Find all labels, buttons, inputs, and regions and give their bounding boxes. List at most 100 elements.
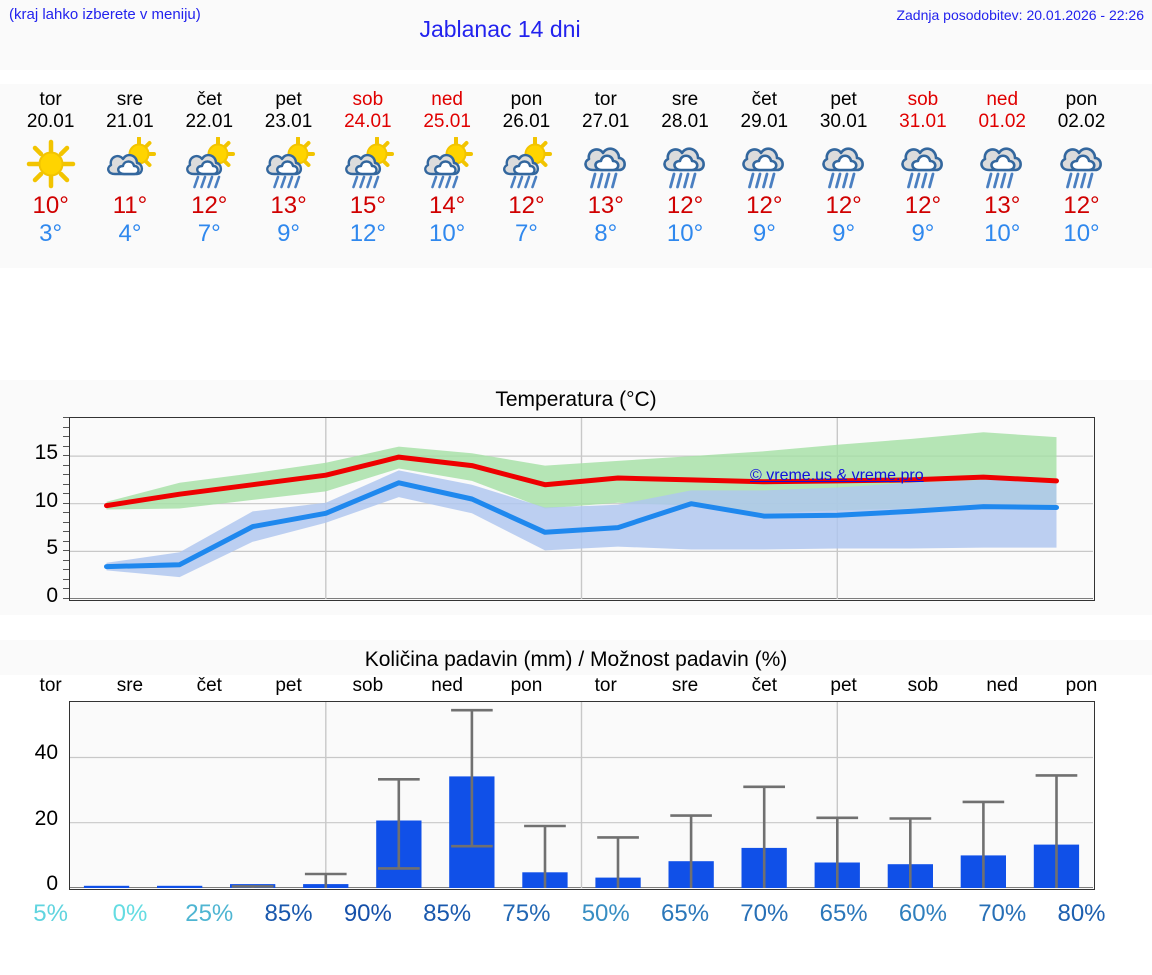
forecast-day-icon bbox=[645, 136, 724, 192]
cloud-rain-icon bbox=[663, 147, 705, 189]
precipitation-probability-label: 70% bbox=[740, 900, 789, 927]
forecast-day-column[interactable]: sob 31.01 12° 9° bbox=[883, 84, 962, 268]
forecast-day-weekday: tor bbox=[39, 89, 62, 110]
forecast-day-column[interactable]: tor 20.01 10° 3° bbox=[11, 84, 90, 268]
page-header: (kraj lahko izberete v meniju) Jablanac … bbox=[0, 0, 1152, 70]
precipitation-probability-label: 0% bbox=[112, 900, 148, 927]
temperature-y-minor-tick bbox=[63, 531, 69, 533]
forecast-day-min-temp: 3° bbox=[39, 220, 63, 247]
precipitation-probability-label: 25% bbox=[185, 900, 234, 927]
forecast-day-date: 01.02 bbox=[978, 111, 1026, 132]
precipitation-title-band bbox=[0, 640, 1152, 675]
forecast-day-column[interactable]: čet 22.01 12° 7° bbox=[170, 84, 249, 268]
temperature-y-minor-tick bbox=[63, 502, 69, 504]
precipitation-probability-label: 70% bbox=[978, 900, 1027, 927]
temperature-y-minor-tick bbox=[63, 512, 69, 514]
forecast-day-min-temp: 12° bbox=[349, 220, 386, 247]
temperature-y-minor-tick bbox=[63, 474, 69, 476]
forecast-day-date: 20.01 bbox=[26, 111, 75, 132]
forecast-day-max-temp: 10° bbox=[32, 192, 69, 219]
cloud-rain-icon bbox=[742, 147, 785, 189]
forecast-day-max-temp: 12° bbox=[666, 192, 704, 219]
forecast-day-icon bbox=[11, 136, 90, 192]
daily-forecast-list: tor 20.01 10° 3° sre 21.01 11° 4° čet 22.01 bbox=[11, 84, 1152, 268]
forecast-day-column[interactable]: čet 29.01 12° 9° bbox=[725, 84, 804, 268]
forecast-day-weekday: tor bbox=[594, 89, 617, 110]
precipitation-day-label: sre bbox=[116, 675, 144, 696]
forecast-day-min-temp: 10° bbox=[666, 220, 704, 247]
forecast-day-min-temp: 4° bbox=[118, 220, 142, 247]
forecast-day-max-temp: 12° bbox=[746, 192, 783, 219]
forecast-day-max-temp: 12° bbox=[1063, 192, 1100, 219]
precipitation-day-label: sob bbox=[907, 675, 939, 696]
temperature-y-minor-tick bbox=[63, 426, 69, 428]
forecast-day-column[interactable]: sre 21.01 11° 4° bbox=[90, 84, 169, 268]
forecast-day-column[interactable]: pon 02.02 12° 10° bbox=[1042, 84, 1121, 268]
precipitation-chart-title: Količina padavin (mm) / Možnost padavin … bbox=[364, 648, 788, 671]
sun-cloud-rain-icon bbox=[265, 137, 315, 189]
temperature-y-minor-tick bbox=[63, 578, 69, 580]
forecast-day-max-temp: 12° bbox=[825, 192, 862, 219]
forecast-day-column[interactable]: pet 30.01 12° 9° bbox=[804, 84, 883, 268]
forecast-day-column[interactable]: sob 24.01 15° 12° bbox=[328, 84, 407, 268]
cloud-rain-icon bbox=[901, 147, 943, 189]
precipitation-day-label: ned bbox=[431, 675, 463, 696]
last-updated-text: Zadnja posodobitev: 20.01.2026 - 22:26 bbox=[896, 7, 1144, 23]
sun-cloud-rain-icon bbox=[424, 137, 474, 189]
forecast-day-weekday: pet bbox=[275, 89, 302, 110]
forecast-day-icon bbox=[487, 136, 566, 192]
forecast-day-icon bbox=[725, 136, 804, 192]
forecast-day-min-temp: 7° bbox=[197, 220, 221, 247]
temperature-y-tick-label: 0 bbox=[46, 584, 58, 607]
precipitation-day-label: tor bbox=[594, 675, 617, 696]
precipitation-day-label: pon bbox=[1065, 675, 1098, 696]
forecast-day-icon bbox=[1042, 136, 1121, 192]
forecast-day-date: 28.01 bbox=[661, 111, 709, 132]
temperature-y-minor-tick bbox=[63, 521, 69, 523]
forecast-day-max-temp: 13° bbox=[587, 192, 624, 219]
forecast-day-date: 26.01 bbox=[502, 111, 551, 132]
precipitation-day-label: ned bbox=[986, 675, 1019, 696]
forecast-day-column[interactable]: ned 25.01 14° 10° bbox=[407, 84, 486, 268]
forecast-day-column[interactable]: ned 01.02 13° 10° bbox=[963, 84, 1042, 268]
forecast-day-icon bbox=[963, 136, 1042, 192]
daily-forecast-strip: tor 20.01 10° 3° sre 21.01 11° 4° čet 22.01 bbox=[0, 84, 1152, 268]
precipitation-probability-label: 90% bbox=[343, 900, 392, 927]
temperature-y-minor-tick bbox=[63, 550, 69, 552]
precipitation-day-label: pet bbox=[275, 675, 302, 696]
forecast-day-column[interactable]: pet 23.01 13° 9° bbox=[249, 84, 328, 268]
precipitation-y-tick-label: 40 bbox=[34, 741, 58, 765]
menu-hint-text: (kraj lahko izberete v meniju) bbox=[9, 6, 201, 23]
forecast-day-column[interactable]: sre 28.01 12° 10° bbox=[645, 84, 724, 268]
page-title: Jablanac 14 dni bbox=[419, 16, 581, 42]
forecast-day-icon bbox=[90, 136, 169, 192]
forecast-day-min-temp: 10° bbox=[984, 220, 1021, 247]
copyright-link[interactable]: © vreme.us & vreme.pro bbox=[750, 467, 924, 484]
precipitation-day-label: čet bbox=[196, 675, 222, 696]
forecast-day-max-temp: 11° bbox=[112, 192, 148, 219]
forecast-day-icon bbox=[804, 136, 883, 192]
sun-cloud-rain-icon bbox=[503, 137, 553, 189]
forecast-day-column[interactable]: pon 26.01 12° 7° bbox=[487, 84, 566, 268]
precipitation-chart-svg bbox=[70, 702, 1093, 888]
forecast-day-weekday: ned bbox=[986, 89, 1019, 110]
forecast-day-min-temp: 9° bbox=[911, 220, 935, 247]
forecast-day-min-temp: 10° bbox=[428, 220, 466, 247]
forecast-day-weekday: pon bbox=[1065, 89, 1098, 110]
forecast-day-date: 30.01 bbox=[819, 111, 868, 132]
temperature-y-minor-tick bbox=[63, 588, 69, 590]
forecast-day-weekday: čet bbox=[751, 89, 777, 110]
forecast-day-date: 21.01 bbox=[106, 111, 154, 132]
temperature-chart-svg bbox=[70, 418, 1093, 599]
forecast-day-date: 31.01 bbox=[899, 111, 947, 132]
precipitation-day-label: pet bbox=[830, 675, 857, 696]
temperature-y-minor-tick bbox=[63, 493, 69, 495]
forecast-day-max-temp: 13° bbox=[270, 192, 307, 219]
cloud-rain-icon bbox=[980, 147, 1023, 189]
precipitation-plot-area bbox=[69, 701, 1095, 890]
forecast-day-weekday: pet bbox=[830, 89, 857, 110]
forecast-day-weekday: ned bbox=[431, 89, 463, 110]
forecast-day-max-temp: 12° bbox=[508, 192, 545, 219]
forecast-day-date: 22.01 bbox=[185, 111, 234, 132]
forecast-day-column[interactable]: tor 27.01 13° 8° bbox=[566, 84, 645, 268]
